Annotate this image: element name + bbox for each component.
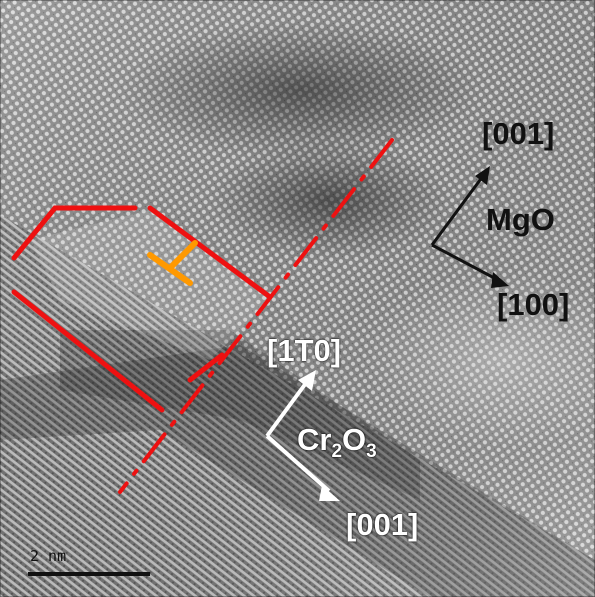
interface-outline (11, 205, 273, 413)
cr2o3-phase-part-1: Cr (297, 422, 332, 457)
mgo-phase-label: MgO (486, 202, 555, 237)
cr2o3-subscript-1: 2 (331, 441, 343, 463)
scale-bar-label: 2 nm (30, 547, 67, 565)
dislocation-symbol-icon (147, 240, 198, 286)
cr2o3-subscript-2: 3 (366, 441, 377, 463)
cr2o3-phase-part-2: O (342, 422, 367, 457)
mgo-direction-bottom-label: [100] (497, 287, 570, 322)
cr2o3-direction-top-label: [1T0] (267, 333, 342, 368)
mgo-axis-arrows (430, 166, 509, 288)
cr2o3-phase-label: Cr2O3 (297, 424, 377, 461)
mgo-direction-top-label: [001] (482, 116, 555, 151)
cr2o3-axis-arrows (265, 370, 340, 501)
boundary-dashdot-line (118, 138, 394, 494)
cr2o3-direction-bottom-label: [001] (346, 507, 419, 542)
